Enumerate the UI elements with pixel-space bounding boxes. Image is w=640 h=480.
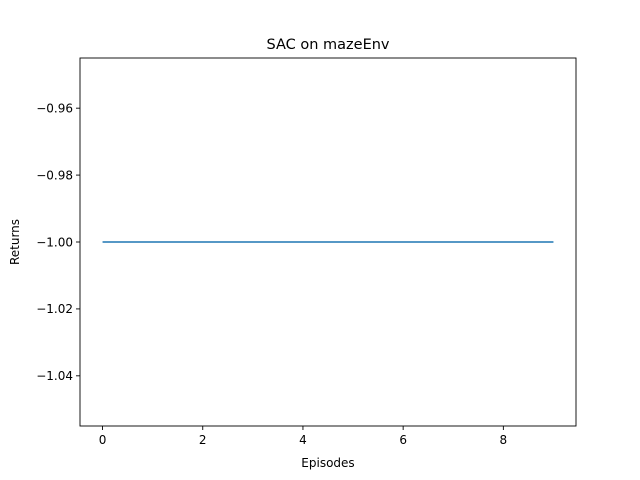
x-tick-label: 0	[99, 433, 107, 447]
y-axis-label: Returns	[8, 219, 22, 265]
x-tick-label: 8	[500, 433, 508, 447]
y-tick-label: −1.00	[36, 235, 73, 249]
x-axis-label: Episodes	[301, 456, 354, 470]
x-tick-label: 4	[299, 433, 307, 447]
x-tick-label: 2	[199, 433, 207, 447]
chart-title: SAC on mazeEnv	[266, 37, 389, 53]
plot-area: 0 2 4 6 8 −0.96 −0.98 −1.00 −1.02 −1.04	[36, 57, 577, 447]
x-tick-label: 6	[399, 433, 407, 447]
y-tick-label: −1.02	[36, 302, 73, 316]
y-tick-label: −1.04	[36, 369, 73, 383]
y-tick-label: −0.98	[36, 168, 73, 182]
y-tick-label: −0.96	[36, 101, 73, 115]
